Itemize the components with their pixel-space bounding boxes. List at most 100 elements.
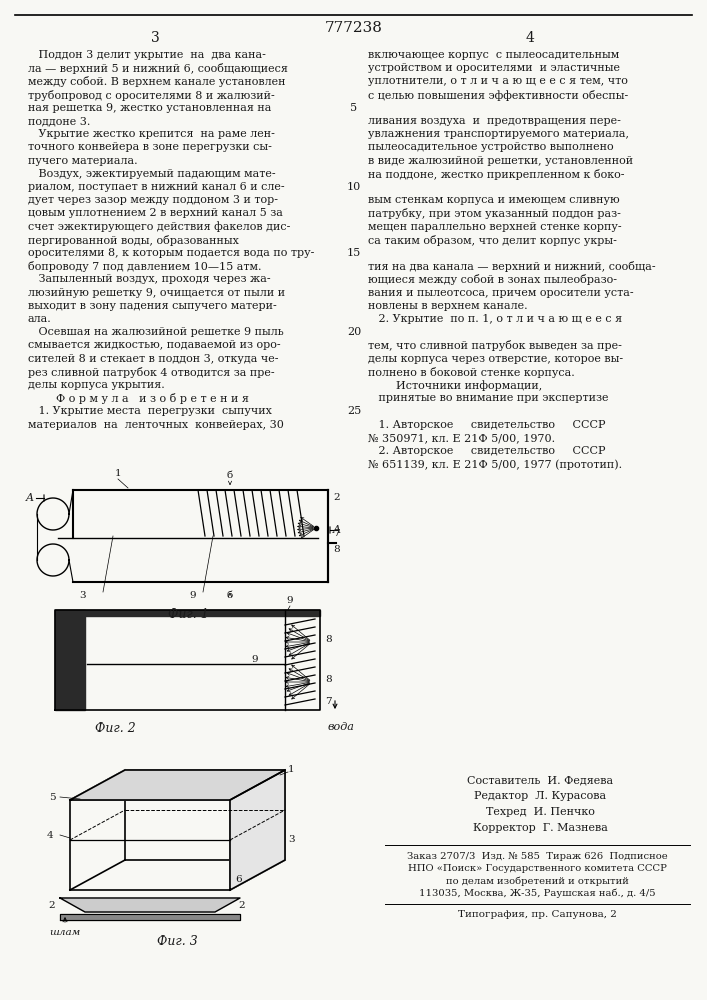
Text: ливания воздуха  и  предотвращения пере-: ливания воздуха и предотвращения пере- (368, 116, 621, 126)
Text: 777238: 777238 (325, 21, 383, 35)
Text: 8: 8 (325, 636, 332, 645)
Text: смывается жидкостью, подаваемой из оро-: смывается жидкостью, подаваемой из оро- (28, 340, 281, 350)
Text: делы корпуса укрытия.: делы корпуса укрытия. (28, 380, 165, 390)
Text: счет эжектирующего действия факелов дис-: счет эжектирующего действия факелов дис- (28, 222, 291, 232)
Text: 2. Авторское     свидетельство     СССР: 2. Авторское свидетельство СССР (368, 446, 605, 456)
Text: патрубку, при этом указанный поддон раз-: патрубку, при этом указанный поддон раз- (368, 208, 621, 219)
Text: бопроводу 7 под давлением 10—15 атм.: бопроводу 7 под давлением 10—15 атм. (28, 261, 262, 272)
Text: Поддон 3 делит укрытие  на  два кана-: Поддон 3 делит укрытие на два кана- (28, 50, 266, 60)
Text: вания и пылеотсоса, причем оросители уста-: вания и пылеотсоса, причем оросители уст… (368, 288, 633, 298)
Text: 3: 3 (151, 31, 159, 45)
Text: Ф о р м у л а   и з о б р е т е н и я: Ф о р м у л а и з о б р е т е н и я (28, 393, 249, 404)
Text: по делам изобретений и открытий: по делам изобретений и открытий (445, 876, 629, 886)
Text: Воздух, эжектируемый падающим мате-: Воздух, эжектируемый падающим мате- (28, 169, 276, 179)
Text: A: A (333, 525, 341, 535)
Text: люзийную решетку 9, очищается от пыли и: люзийную решетку 9, очищается от пыли и (28, 288, 285, 298)
Text: № 350971, кл. Е 21Ф 5/00, 1970.: № 350971, кл. Е 21Ф 5/00, 1970. (368, 433, 555, 443)
Text: 3: 3 (288, 836, 295, 844)
Polygon shape (60, 914, 240, 920)
Text: вода: вода (328, 722, 355, 732)
Text: риалом, поступает в нижний канал 6 и сле-: риалом, поступает в нижний канал 6 и сле… (28, 182, 285, 192)
Text: 25: 25 (347, 406, 361, 416)
Text: выходит в зону падения сыпучего матери-: выходит в зону падения сыпучего матери- (28, 301, 276, 311)
Text: 20: 20 (347, 327, 361, 337)
Text: между собой. В верхнем канале установлен: между собой. В верхнем канале установлен (28, 76, 286, 87)
Text: дует через зазор между поддоном 3 и тор-: дует через зазор между поддоном 3 и тор- (28, 195, 278, 205)
Text: № 651139, кл. Е 21Ф 5/00, 1977 (прототип).: № 651139, кл. Е 21Ф 5/00, 1977 (прототип… (368, 459, 622, 470)
Text: увлажнения транспортируемого материала,: увлажнения транспортируемого материала, (368, 129, 629, 139)
Text: 1. Укрытие места  перегрузки  сыпучих: 1. Укрытие места перегрузки сыпучих (28, 406, 272, 416)
Text: полнено в боковой стенке корпуса.: полнено в боковой стенке корпуса. (368, 367, 575, 378)
Text: мещен параллельно верхней стенке корпу-: мещен параллельно верхней стенке корпу- (368, 222, 621, 232)
Text: 1: 1 (288, 766, 295, 774)
Text: вым стенкам корпуса и имеющем сливную: вым стенкам корпуса и имеющем сливную (368, 195, 619, 205)
Text: 10: 10 (347, 182, 361, 192)
Text: материалов  на  ленточных  конвейерах, 30: материалов на ленточных конвейерах, 30 (28, 420, 284, 430)
Text: 2: 2 (333, 493, 339, 502)
Text: пылеосадительное устройство выполнено: пылеосадительное устройство выполнено (368, 142, 614, 152)
Text: тем, что сливной патрубок выведен за пре-: тем, что сливной патрубок выведен за пре… (368, 340, 622, 351)
Text: 2: 2 (238, 900, 245, 910)
Text: тия на два канала — верхний и нижний, сообща-: тия на два канала — верхний и нижний, со… (368, 261, 655, 272)
Text: пергированной воды, образованных: пергированной воды, образованных (28, 235, 239, 246)
Text: Запыленный воздух, проходя через жа-: Запыленный воздух, проходя через жа- (28, 274, 271, 284)
Text: Техред  И. Пенчко: Техред И. Пенчко (486, 807, 595, 817)
Text: ная решетка 9, жестко установленная на: ная решетка 9, жестко установленная на (28, 103, 271, 113)
Text: Фиг. 1: Фиг. 1 (168, 608, 209, 621)
Text: Фиг. 2: Фиг. 2 (95, 722, 135, 735)
Text: пучего материала.: пучего материала. (28, 156, 138, 166)
Text: принятые во внимание при экспертизе: принятые во внимание при экспертизе (368, 393, 609, 403)
Text: цовым уплотнением 2 в верхний канал 5 за: цовым уплотнением 2 в верхний канал 5 за (28, 208, 283, 218)
Text: 8: 8 (333, 546, 339, 554)
Text: оросителями 8, к которым подается вода по тру-: оросителями 8, к которым подается вода п… (28, 248, 315, 258)
Text: поддоне 3.: поддоне 3. (28, 116, 90, 126)
Text: 7: 7 (333, 528, 339, 538)
Text: Заказ 2707/3  Изд. № 585  Тираж 626  Подписное: Заказ 2707/3 Изд. № 585 Тираж 626 Подпис… (407, 852, 667, 861)
Text: устройством и оросителями  и эластичные: устройством и оросителями и эластичные (368, 63, 620, 73)
Text: ала.: ала. (28, 314, 52, 324)
Text: Фиг. 3: Фиг. 3 (157, 935, 197, 948)
Text: б: б (227, 590, 233, 599)
Text: рез сливной патрубок 4 отводится за пре-: рез сливной патрубок 4 отводится за пре- (28, 367, 274, 378)
Text: 4: 4 (525, 31, 534, 45)
Text: Составитель  И. Федяева: Составитель И. Федяева (467, 775, 613, 785)
Text: A: A (26, 493, 34, 503)
Text: 113035, Москва, Ж-35, Раушская наб., д. 4/5: 113035, Москва, Ж-35, Раушская наб., д. … (419, 888, 655, 898)
Text: трубопровод с оросителями 8 и жалюзий-: трубопровод с оросителями 8 и жалюзий- (28, 90, 275, 101)
Text: 9: 9 (189, 590, 197, 599)
Text: 6: 6 (235, 876, 242, 884)
Text: 9: 9 (252, 654, 258, 664)
Polygon shape (70, 770, 285, 800)
Text: уплотнители, о т л и ч а ю щ е е с я тем, что: уплотнители, о т л и ч а ю щ е е с я тем… (368, 76, 628, 86)
Text: 1: 1 (115, 469, 122, 478)
Text: Источники информации,: Источники информации, (368, 380, 542, 391)
Text: б: б (227, 471, 233, 480)
Text: на поддоне, жестко прикрепленном к боко-: на поддоне, жестко прикрепленном к боко- (368, 169, 624, 180)
Text: Укрытие жестко крепится  на раме лен-: Укрытие жестко крепится на раме лен- (28, 129, 275, 139)
Text: 2: 2 (49, 900, 55, 910)
Text: Корректор  Г. Мазнева: Корректор Г. Мазнева (472, 823, 607, 833)
Text: Осевшая на жалюзийной решетке 9 пыль: Осевшая на жалюзийной решетке 9 пыль (28, 327, 284, 337)
Text: включающее корпус  с пылеосадительным: включающее корпус с пылеосадительным (368, 50, 619, 60)
Text: в виде жалюзийной решетки, установленной: в виде жалюзийной решетки, установленной (368, 156, 633, 166)
Text: шлам: шлам (49, 928, 81, 937)
Text: НПО «Поиск» Государственного комитета СССР: НПО «Поиск» Государственного комитета СС… (407, 864, 667, 873)
Text: новлены в верхнем канале.: новлены в верхнем канале. (368, 301, 527, 311)
Polygon shape (60, 898, 240, 912)
Polygon shape (55, 610, 320, 616)
Text: 3: 3 (80, 590, 86, 599)
Text: 5: 5 (351, 103, 358, 113)
Text: Типография, пр. Сапунова, 2: Типография, пр. Сапунова, 2 (457, 910, 617, 919)
Polygon shape (230, 770, 285, 890)
Text: 8: 8 (325, 676, 332, 684)
Text: 7: 7 (325, 698, 332, 706)
Text: 2. Укрытие  по п. 1, о т л и ч а ю щ е е с я: 2. Укрытие по п. 1, о т л и ч а ю щ е е … (368, 314, 622, 324)
Text: 4: 4 (47, 830, 53, 840)
Text: са таким образом, что делит корпус укры-: са таким образом, что делит корпус укры- (368, 235, 617, 246)
Text: 15: 15 (347, 248, 361, 258)
Text: точного конвейера в зоне перегрузки сы-: точного конвейера в зоне перегрузки сы- (28, 142, 272, 152)
Text: 5: 5 (49, 792, 55, 802)
Text: сителей 8 и стекает в поддон 3, откуда че-: сителей 8 и стекает в поддон 3, откуда ч… (28, 354, 279, 364)
Text: делы корпуса через отверстие, которое вы-: делы корпуса через отверстие, которое вы… (368, 354, 623, 364)
Text: 9: 9 (286, 596, 293, 605)
